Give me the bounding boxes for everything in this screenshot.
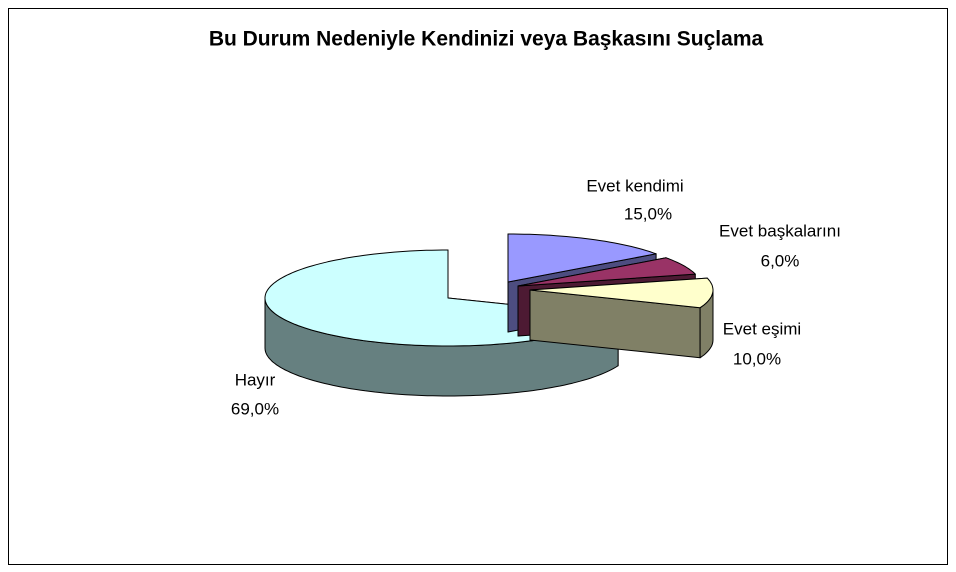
slice-label: Hayır xyxy=(235,370,276,389)
slice-top xyxy=(507,233,657,283)
slice-top xyxy=(517,257,696,287)
slice-value-label: 10,0% xyxy=(733,349,781,368)
slice-value-label: 15,0% xyxy=(624,204,672,223)
chart-title: Bu Durum Nedeniyle Kendinizi veya Başkas… xyxy=(209,28,764,51)
slice-label: Evet eşimi xyxy=(723,319,801,338)
slice-label: Evet başkalarını xyxy=(719,221,841,240)
slice-value-label: 6,0% xyxy=(761,251,800,270)
slice-top xyxy=(529,277,714,309)
slice-label: Evet kendimi xyxy=(586,176,683,195)
pie-slice xyxy=(529,277,714,359)
slice-value-label: 69,0% xyxy=(231,399,279,418)
chart-frame xyxy=(8,8,948,565)
